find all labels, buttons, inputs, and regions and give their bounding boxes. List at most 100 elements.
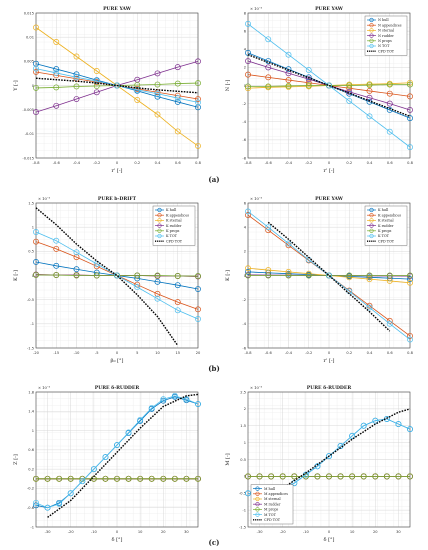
data-point (195, 286, 201, 292)
data-point (349, 432, 356, 439)
x-tick-label: 0 (328, 351, 331, 355)
caption-b: (b) (208, 364, 220, 373)
data-point (349, 473, 356, 480)
legend-label: N hull (378, 18, 389, 22)
x-tick-label: 0.8 (195, 161, 201, 165)
data-point (265, 83, 272, 90)
data-point (265, 272, 272, 279)
x-tick-label: -30 (257, 530, 264, 534)
data-point (73, 83, 80, 90)
data-point (53, 262, 60, 269)
legend-marker (369, 213, 374, 218)
legend-label: CFD TOT (264, 518, 281, 522)
data-point (90, 466, 97, 473)
legend-marker (255, 491, 260, 496)
data-point (33, 259, 39, 265)
x-axis-label: δ [°] (111, 537, 122, 543)
y-tick-label: -0.01 (25, 132, 34, 136)
axis-exponent-label: × 10⁻³ (38, 386, 51, 390)
legend-label: N props (378, 39, 392, 43)
y-axis-label: Y [-] (13, 80, 19, 92)
legend-label: M sternal (264, 497, 281, 501)
x-tick-label: 0.4 (367, 161, 373, 165)
data-point (285, 272, 292, 279)
legend-marker (369, 228, 374, 233)
data-point (195, 306, 201, 313)
y-axis-label: N [-] (225, 80, 231, 92)
data-point (154, 278, 161, 285)
data-point (305, 270, 312, 277)
data-point (245, 473, 251, 480)
data-point (33, 24, 39, 31)
y-tick-label: -2 (242, 102, 246, 106)
data-point (285, 51, 292, 58)
data-point (67, 490, 74, 497)
data-point (245, 85, 251, 92)
data-point (93, 89, 100, 96)
chart-title: PURE b-DRIFT (98, 196, 137, 202)
legend-label: K rudder (166, 224, 182, 228)
series-line (247, 54, 411, 117)
data-point (195, 401, 201, 408)
data-point (114, 475, 120, 482)
data-point (245, 49, 251, 56)
x-tick-label: 0 (116, 351, 119, 355)
y-tick-label: -4 (242, 322, 246, 326)
data-point (407, 426, 413, 433)
series-line (47, 393, 199, 518)
data-point (285, 270, 292, 277)
data-point (245, 208, 251, 215)
x-tick-label: 0.4 (367, 351, 373, 355)
x-tick-label: -15 (53, 351, 59, 355)
legend-marker (369, 33, 374, 38)
data-point (285, 83, 292, 89)
data-point (268, 473, 275, 480)
data-point (44, 475, 51, 482)
legend-marker (255, 512, 260, 517)
data-point (195, 142, 201, 149)
y-tick-label: -6 (242, 346, 246, 350)
data-point (256, 473, 263, 480)
x-tick-label: -10 (303, 530, 310, 534)
data-point (279, 473, 286, 480)
chart-title: PURE YAW (315, 196, 344, 202)
data-point (245, 83, 251, 90)
y-axis-label: K [-] (225, 270, 231, 281)
chart-b-left: -20 -15 -10 -5 0 5 10 15 20-1.5-1-0.500.511.5PUR… (13, 196, 201, 364)
y-tick-label: 6 (244, 201, 247, 205)
y-tick-label: 0.5 (240, 458, 246, 462)
chart-title: PURE δ-RUDDER (95, 385, 140, 391)
legend-marker (369, 43, 374, 49)
series-line (35, 207, 179, 346)
legend-label: N TOT (378, 44, 390, 48)
x-tick-label: -0.4 (285, 161, 293, 165)
series-line (247, 23, 411, 148)
data-point (195, 58, 201, 65)
y-axis-label: M [-] (225, 453, 231, 465)
data-point (395, 473, 402, 480)
axis-exponent-label: × 10⁻³ (250, 386, 263, 390)
data-point (407, 336, 413, 343)
legend-marker (255, 507, 260, 512)
y-tick-label: 2.5 (240, 390, 246, 394)
x-tick-label: 0.2 (134, 161, 140, 165)
data-point (137, 417, 144, 423)
legend-marker (157, 218, 162, 223)
data-point (154, 295, 161, 302)
data-point (407, 93, 413, 100)
data-point (154, 89, 161, 96)
data-point (56, 500, 63, 507)
data-point (174, 282, 181, 289)
x-tick-label: 0.6 (387, 351, 393, 355)
x-tick-label: 10 (155, 351, 160, 355)
data-point (134, 284, 141, 291)
x-tick-label: 0 (328, 161, 331, 165)
y-tick-label: 0 (32, 84, 35, 88)
data-point (305, 82, 312, 89)
legend-label: K TOT (378, 234, 390, 238)
y-tick-label: -0.015 (22, 156, 34, 160)
legend-marker (157, 213, 162, 218)
data-point (346, 272, 353, 279)
